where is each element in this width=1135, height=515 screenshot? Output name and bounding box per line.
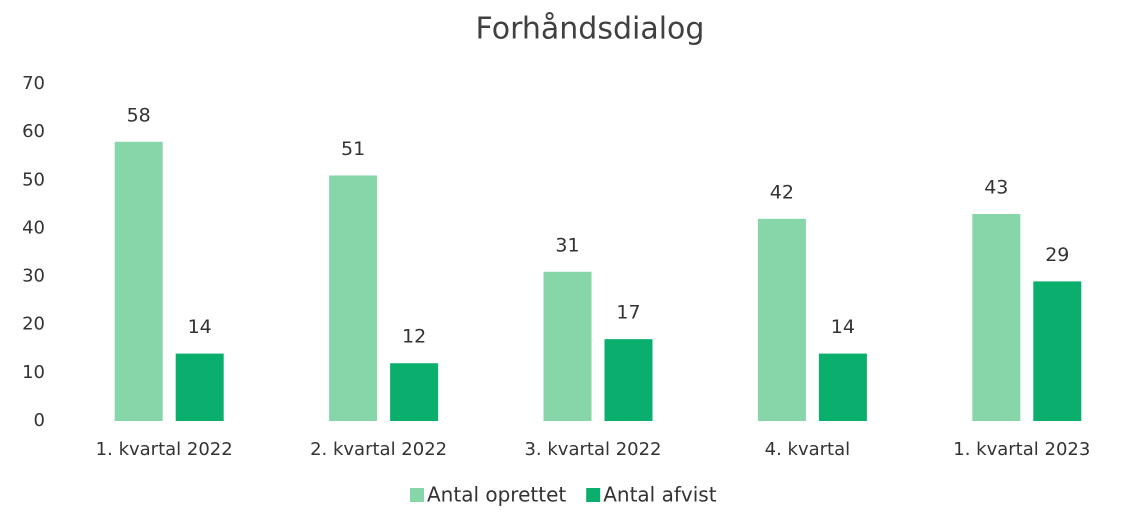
legend-swatch [586, 488, 601, 502]
data-label: 17 [616, 302, 640, 324]
bar [175, 353, 224, 421]
data-label: 43 [984, 176, 1008, 198]
y-tick-label: 50 [22, 169, 45, 190]
x-tick-label: 2. kvartal 2022 [310, 439, 447, 460]
y-tick-label: 30 [22, 266, 45, 287]
bar [1033, 281, 1082, 421]
data-label: 58 [127, 104, 151, 126]
x-tick-label: 3. kvartal 2022 [524, 439, 661, 460]
bar [329, 175, 378, 421]
y-tick-label: 70 [22, 73, 45, 94]
data-label: 14 [831, 316, 855, 338]
chart-title: Forhåndsdialog [476, 12, 705, 47]
bar [543, 271, 592, 421]
x-tick-label: 1. kvartal 2023 [953, 439, 1090, 460]
y-tick-label: 0 [34, 410, 45, 431]
legend-label: Antal oprettet [427, 483, 566, 507]
data-label: 42 [770, 181, 794, 203]
data-label: 14 [188, 316, 212, 338]
y-tick-label: 60 [22, 121, 45, 142]
y-tick-label: 10 [22, 362, 45, 383]
bar [390, 363, 439, 421]
y-tick-label: 40 [22, 217, 45, 238]
bar [604, 339, 653, 421]
x-tick-label: 1. kvartal 2022 [96, 439, 233, 460]
data-label: 12 [402, 326, 426, 348]
bar [818, 353, 867, 421]
x-tick-label: 4. kvartal [765, 439, 851, 460]
data-label: 51 [341, 138, 365, 160]
legend-label: Antal afvist [603, 483, 716, 507]
bar [114, 141, 163, 421]
bar [757, 218, 806, 421]
data-label: 29 [1045, 244, 1069, 266]
bar [972, 213, 1021, 421]
legend-swatch [410, 488, 424, 502]
y-tick-label: 20 [22, 314, 45, 335]
data-label: 31 [555, 234, 579, 256]
